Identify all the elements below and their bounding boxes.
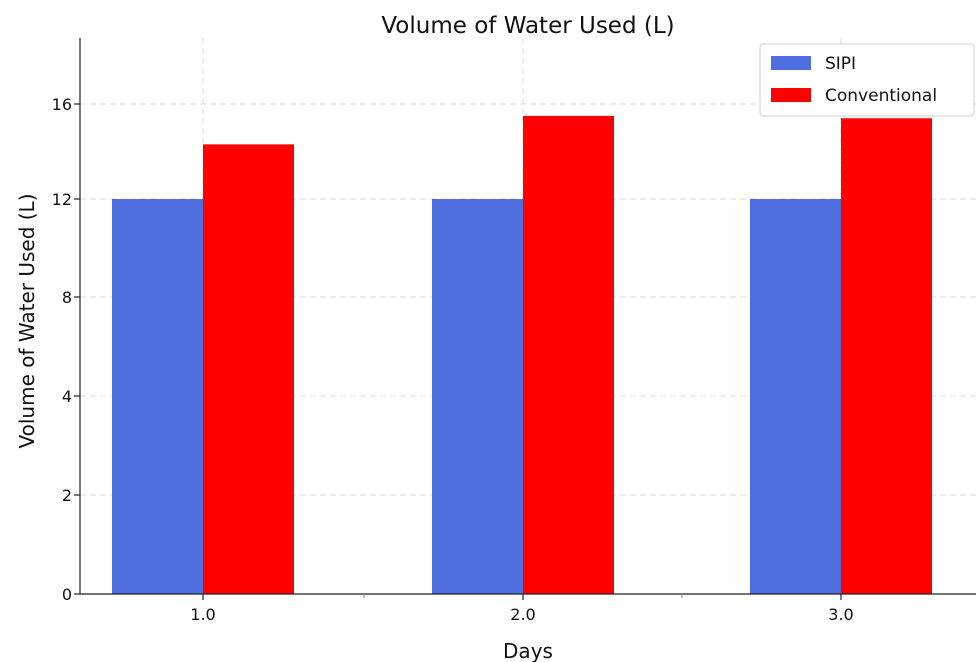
legend-swatch-sipi bbox=[771, 56, 811, 70]
bars-layer bbox=[112, 115, 932, 594]
legend-box bbox=[759, 43, 975, 117]
x-tick-label: 2.0 bbox=[510, 605, 535, 624]
bar-conventional-1 bbox=[203, 144, 294, 594]
bar-conventional-2 bbox=[523, 115, 614, 594]
bar-conventional-3 bbox=[841, 118, 932, 594]
x-tick-label: 1.0 bbox=[190, 605, 215, 624]
x-axis-label: Days bbox=[503, 639, 553, 662]
y-tick-label: 0 bbox=[62, 585, 72, 604]
bar-sipi-1 bbox=[112, 199, 203, 594]
legend-swatch-conventional bbox=[771, 88, 811, 102]
bar-sipi-2 bbox=[432, 199, 523, 594]
y-tick-label: 12 bbox=[52, 190, 72, 209]
ticks-layer: 0 2 4 8 12 16 1.0 2.0 3.0 bbox=[52, 95, 854, 624]
y-tick-label: 4 bbox=[62, 387, 72, 406]
axes-layer bbox=[79, 38, 976, 595]
chart-title: Volume of Water Used (L) bbox=[381, 13, 674, 39]
x-tick-label: 3.0 bbox=[828, 605, 853, 624]
bar-sipi-3 bbox=[750, 199, 841, 594]
legend: SIPI Conventional bbox=[759, 43, 975, 117]
y-tick-label: 2 bbox=[62, 486, 72, 505]
legend-label-sipi: SIPI bbox=[825, 54, 856, 74]
legend-label-conventional: Conventional bbox=[825, 86, 937, 106]
y-tick-label: 16 bbox=[52, 95, 72, 114]
y-tick-label: 8 bbox=[62, 288, 72, 307]
y-axis-label: Volume of Water Used (L) bbox=[15, 193, 39, 448]
